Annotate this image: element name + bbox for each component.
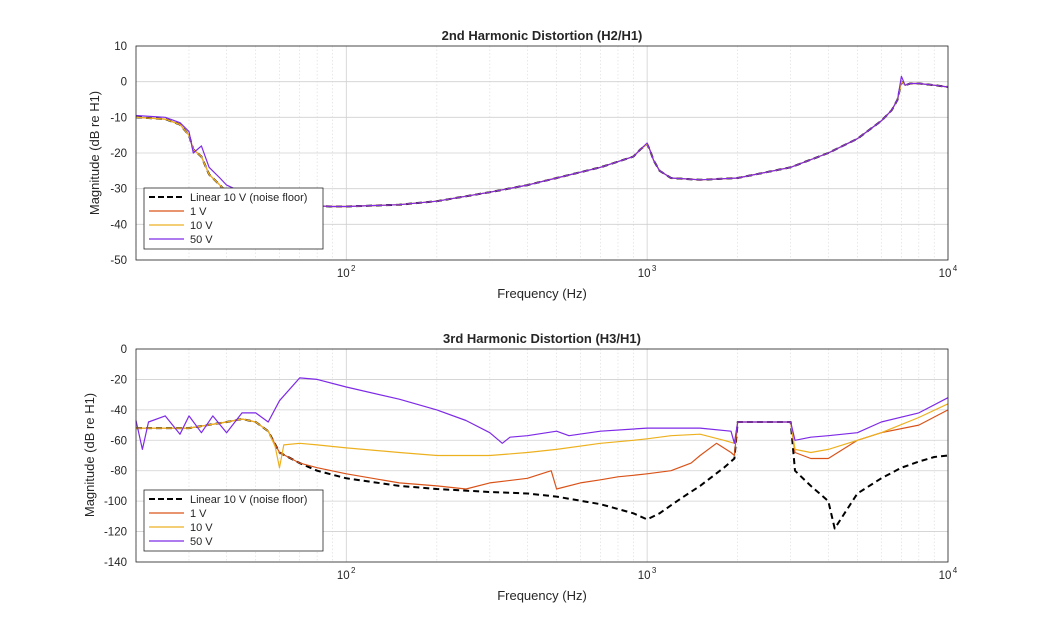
y-tick-label: -60	[110, 435, 127, 447]
series-lines	[135, 377, 949, 530]
x-tick-label: 10	[939, 268, 952, 280]
y-axis-label: Magnitude (dB re H1)	[87, 91, 102, 215]
y-tick-label: -40	[110, 405, 127, 417]
legend-label-1v: 1 V	[190, 206, 207, 218]
x-tick-exponent: 4	[953, 264, 958, 273]
y-tick-label: -80	[110, 466, 127, 478]
y-tick-label: 0	[121, 77, 127, 89]
x-tick-exponent: 4	[953, 566, 958, 575]
y-tick-label: -20	[110, 148, 127, 160]
series-lines	[135, 75, 949, 208]
x-tick-exponent: 2	[351, 264, 356, 273]
x-axis-label: Frequency (Hz)	[497, 286, 587, 301]
x-axis-label: Frequency (Hz)	[497, 588, 587, 603]
chart-title: 2nd Harmonic Distortion (H2/H1)	[442, 28, 643, 43]
legend-label-10v: 10 V	[190, 220, 213, 232]
x-tick-label: 10	[337, 268, 350, 280]
y-tick-label: -20	[110, 374, 127, 386]
y-tick-label: -100	[104, 496, 127, 508]
series-line	[135, 75, 949, 208]
x-tick-label: 10	[337, 570, 350, 582]
y-tick-label: -140	[104, 557, 127, 569]
y-tick-label: 10	[114, 41, 127, 53]
y-tick-label: 0	[121, 344, 127, 356]
legend-label-50v: 50 V	[190, 536, 213, 548]
legend-label-1v: 1 V	[190, 508, 207, 520]
y-tick-label: -10	[110, 112, 127, 124]
series-line	[135, 377, 949, 450]
legend: Linear 10 V (noise floor) 1 V 10 V 50 V	[143, 489, 324, 552]
x-tick-label: 10	[638, 268, 651, 280]
y-tick-label: -40	[110, 219, 127, 231]
y-tick-label: -30	[110, 184, 127, 196]
x-tick-label: 10	[939, 570, 952, 582]
axes-box	[135, 348, 949, 563]
legend-label-noise-floor: Linear 10 V (noise floor)	[190, 192, 307, 204]
x-tick-label: 10	[638, 570, 651, 582]
legend: Linear 10 V (noise floor) 1 V 10 V 50 V	[143, 187, 324, 250]
x-tick-exponent: 3	[652, 566, 657, 575]
y-tick-label: -120	[104, 527, 127, 539]
y-tick-label: -50	[110, 255, 127, 267]
y-axis-label: Magnitude (dB re H1)	[82, 393, 97, 517]
x-tick-exponent: 3	[652, 264, 657, 273]
legend-label-noise-floor: Linear 10 V (noise floor)	[190, 494, 307, 506]
chart-title: 3rd Harmonic Distortion (H3/H1)	[443, 331, 641, 346]
x-tick-exponent: 2	[351, 566, 356, 575]
series-line	[136, 403, 949, 469]
axes-box	[135, 45, 949, 261]
legend-label-50v: 50 V	[190, 234, 213, 246]
legend-label-10v: 10 V	[190, 522, 213, 534]
